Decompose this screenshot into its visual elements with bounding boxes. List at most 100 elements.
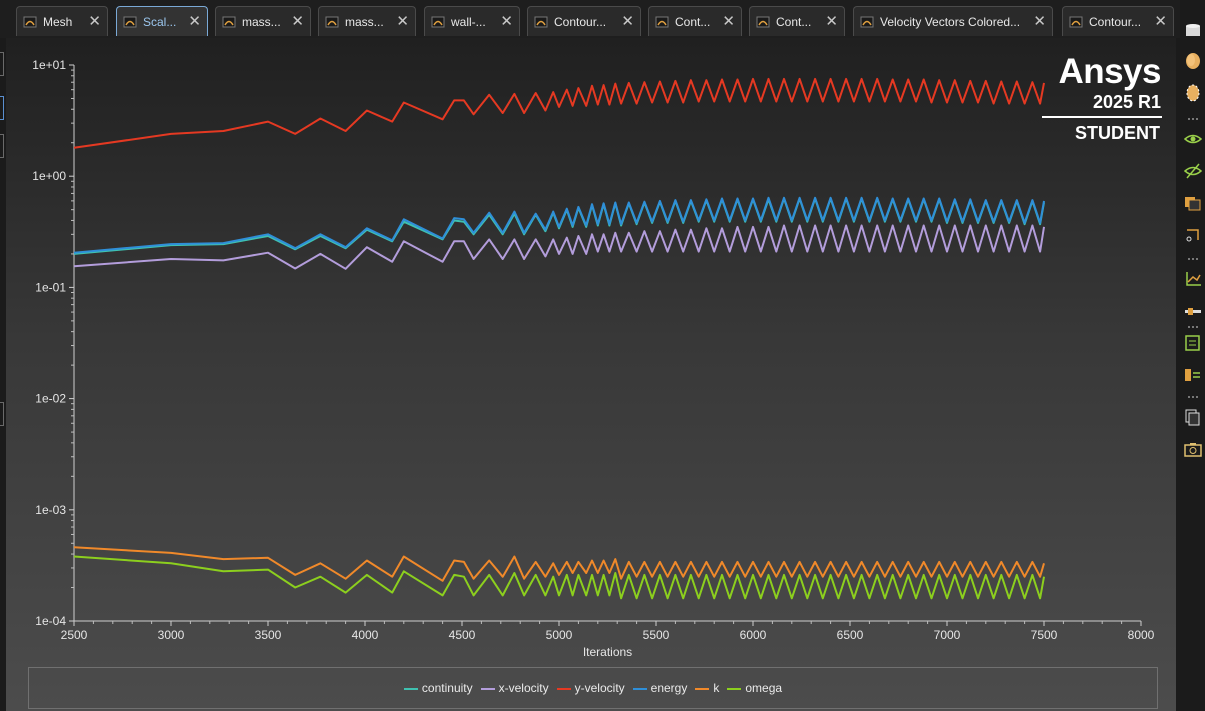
legend-item-y-velocity: y-velocity: [556, 681, 625, 695]
x-tick-label: 2500: [61, 628, 88, 642]
close-icon[interactable]: ✕: [1033, 13, 1046, 30]
series-line-k: [73, 546, 1045, 582]
tab-3[interactable]: mass... ✕: [215, 6, 311, 36]
toolbar-separator: [1188, 118, 1198, 122]
x-tick-label: 6000: [740, 628, 767, 642]
axes-icon[interactable]: [1184, 270, 1202, 288]
x-axis-label: Iterations: [583, 645, 632, 659]
close-icon[interactable]: ✕: [188, 13, 201, 30]
left-edge-control[interactable]: [0, 52, 4, 76]
tab-6[interactable]: Contour... ✕: [527, 6, 641, 36]
duplicate-icon[interactable]: [1184, 408, 1202, 426]
graphics-window-icon: [325, 16, 339, 28]
y-tick-label: 1e-03: [35, 503, 66, 517]
ellipse-icon[interactable]: [1184, 84, 1202, 102]
x-tick-label: 6500: [837, 628, 864, 642]
y-tick-label: 1e-04: [35, 614, 66, 628]
cylinder-icon[interactable]: [1184, 22, 1202, 40]
notes-icon[interactable]: [1184, 334, 1202, 352]
close-icon[interactable]: ✕: [500, 13, 513, 30]
logo-version: 2025 R1: [1092, 92, 1161, 112]
graphics-window-icon: [756, 16, 770, 28]
eye-icon[interactable]: [1183, 130, 1203, 148]
left-panel-edge: [0, 38, 6, 711]
x-tick-label: 4000: [352, 628, 379, 642]
eye-hidden-icon[interactable]: [1183, 162, 1203, 180]
left-edge-control[interactable]: [0, 402, 4, 426]
tab-label: Contour...: [1089, 15, 1142, 29]
plot-panel: [6, 38, 1176, 711]
left-edge-control[interactable]: [0, 96, 4, 120]
legend-swatch: [403, 687, 418, 690]
graphics-window-icon: [534, 16, 548, 28]
tab-8[interactable]: Cont... ✕: [749, 6, 845, 36]
close-icon[interactable]: ✕: [722, 13, 735, 30]
legend-swatch: [556, 687, 571, 690]
residuals-chart[interactable]: 1e-04 1e-03 1e-02 1e-01 1e+00 1e+01 2500 3000 35…: [0, 38, 1176, 668]
legend-label: k: [713, 681, 720, 695]
legend-label: y-velocity: [574, 681, 625, 695]
series-line-omega: [73, 555, 1045, 600]
chart-series-lines: [73, 77, 1045, 600]
legend-swatch: [695, 687, 710, 690]
legend-swatch: [727, 687, 742, 690]
legend-label: x-velocity: [498, 681, 549, 695]
tab-label: Cont...: [776, 15, 812, 29]
series-line-y-velocity: [73, 77, 1045, 149]
tab-label: mass...: [345, 15, 384, 29]
logo-divider: [1042, 116, 1162, 118]
legend-swatch: [632, 687, 647, 690]
legend-item-omega: omega: [727, 681, 782, 695]
ansys-logo: Ansys 2025 R1 STUDENT: [1042, 52, 1164, 144]
close-icon[interactable]: ✕: [291, 13, 304, 30]
tab-label: mass...: [242, 15, 281, 29]
legend-swatch: [480, 687, 495, 690]
tab-label: Mesh: [43, 15, 73, 29]
logo-brand: Ansys: [1058, 52, 1161, 91]
close-icon[interactable]: ✕: [621, 13, 634, 30]
graphics-window-icon: [655, 16, 669, 28]
legend-item-energy: energy: [632, 681, 687, 695]
camera-icon[interactable]: [1184, 440, 1202, 458]
tab-5[interactable]: wall-... ✕: [424, 6, 520, 36]
graphics-toolbar: [1180, 0, 1205, 711]
tab-2[interactable]: Scal... ✕: [116, 6, 208, 36]
close-icon[interactable]: ✕: [825, 13, 838, 30]
tab-4[interactable]: mass... ✕: [318, 6, 416, 36]
x-tick-label: 8000: [1128, 628, 1155, 642]
legend-label: omega: [745, 681, 783, 695]
graphics-window-icon: [123, 16, 137, 28]
logo-edition: STUDENT: [1075, 123, 1160, 143]
toolbar-separator: [1188, 396, 1198, 400]
slider-icon[interactable]: [1184, 302, 1202, 320]
legend-label: continuity: [421, 681, 473, 695]
x-tick-label: 4500: [449, 628, 476, 642]
graphics-window-icon: [1069, 16, 1083, 28]
x-tick-label: 3500: [255, 628, 282, 642]
tab-9[interactable]: Velocity Vectors Colored... ✕: [853, 6, 1053, 36]
split-view-icon[interactable]: [1184, 366, 1202, 384]
close-icon[interactable]: ✕: [1154, 13, 1167, 30]
x-tick-label: 3000: [158, 628, 185, 642]
close-icon[interactable]: ✕: [396, 13, 409, 30]
tab-10[interactable]: Contour... ✕: [1062, 6, 1174, 36]
legend-item-x-velocity: x-velocity: [480, 681, 549, 695]
y-tick-label: 1e+01: [32, 58, 66, 72]
sphere-icon[interactable]: [1184, 52, 1202, 70]
x-tick-label: 7000: [934, 628, 961, 642]
tab-1[interactable]: Mesh ✕: [16, 6, 108, 36]
x-tick-label: 5000: [546, 628, 573, 642]
y-tick-label: 1e-01: [35, 280, 66, 294]
tab-7[interactable]: Cont... ✕: [648, 6, 742, 36]
graphics-window-icon: [431, 16, 445, 28]
tab-label: Cont...: [675, 15, 711, 29]
copy-layers-icon[interactable]: [1184, 194, 1202, 212]
series-line-x-velocity: [73, 224, 1045, 270]
left-edge-control[interactable]: [0, 134, 4, 158]
tab-label: Contour...: [554, 15, 607, 29]
tab-label: wall-...: [451, 15, 486, 29]
legend-items: continuity x-velocity y-velocity energy k ome…: [29, 681, 1157, 695]
tab-label: Scal...: [143, 15, 177, 29]
rotate-view-icon[interactable]: [1184, 226, 1202, 244]
close-icon[interactable]: ✕: [88, 13, 101, 30]
